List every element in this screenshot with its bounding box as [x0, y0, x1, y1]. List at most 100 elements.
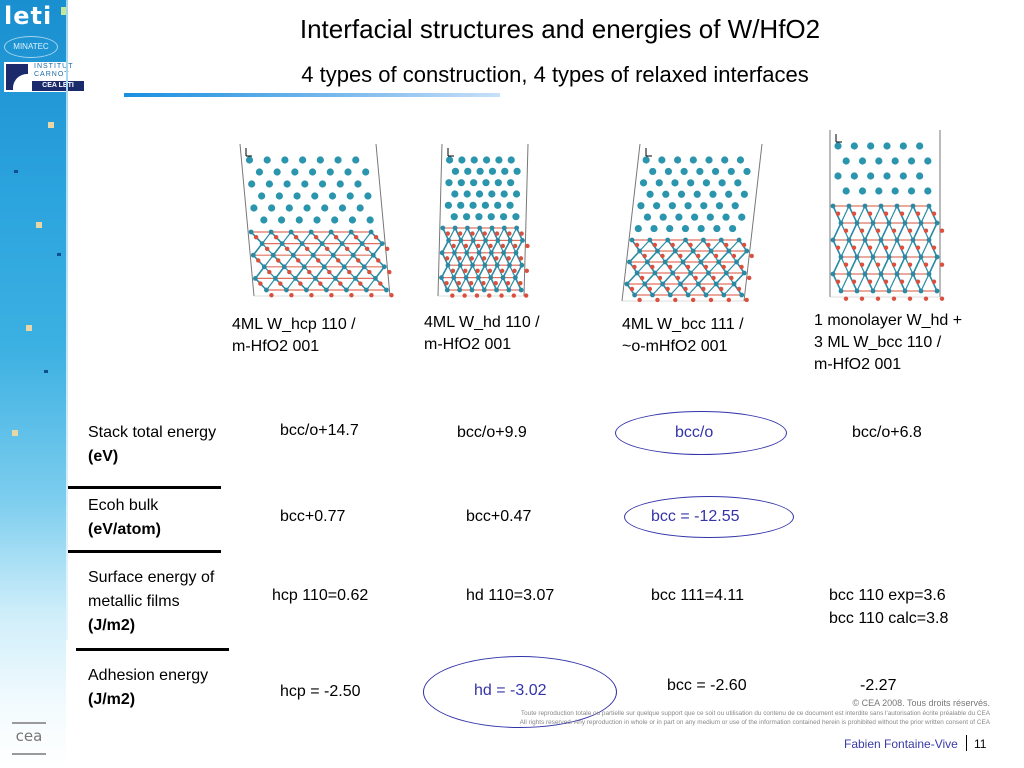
oxygen-atom: [713, 253, 719, 259]
hafnium-bond: [283, 254, 294, 268]
tungsten-atom: [673, 156, 682, 164]
tungsten-atom: [445, 179, 453, 187]
hafnium-bond: [856, 205, 866, 224]
cell-stack-hcp: bcc/o+14.7: [280, 422, 359, 439]
hafnium-bond: [652, 283, 664, 296]
tungsten-atom: [734, 179, 742, 187]
tungsten-atom: [689, 156, 697, 164]
hafnium-atom: [918, 220, 924, 226]
hafnium-bond: [628, 250, 641, 263]
hafnium-atom: [854, 254, 860, 260]
oxygen-atom: [500, 243, 506, 249]
oxygen-atom: [333, 235, 339, 240]
oxygen-atom: [507, 231, 512, 236]
oxygen-atom: [494, 256, 499, 261]
hafnium-atom: [364, 287, 369, 293]
oxygen-atom: [843, 228, 849, 233]
hafnium-atom: [384, 287, 389, 293]
highlight-ellipse: [423, 656, 617, 728]
oxygen-atom: [318, 281, 323, 286]
oxygen-atom: [487, 293, 492, 298]
hafnium-bond: [848, 256, 858, 275]
title-underline: [124, 93, 500, 97]
tungsten-atom: [691, 213, 699, 221]
hafnium-bond: [705, 283, 717, 296]
cell-boundary: [437, 143, 443, 297]
tungsten-atom: [248, 180, 256, 188]
page-number: 11: [974, 737, 987, 751]
oxygen-atom: [304, 246, 310, 252]
tungsten-atom: [899, 142, 907, 150]
tungsten-atom: [346, 192, 354, 200]
hafnium-atom: [279, 241, 285, 246]
oxygen-atom: [703, 264, 709, 270]
hafnium-atom: [501, 225, 507, 231]
hafnium-bond: [626, 272, 638, 285]
oxygen-atom: [367, 269, 372, 275]
structure-caption-hcp: 4ML W_hcp 110 / m-HfO2 001: [232, 314, 356, 358]
oxygen-atom: [923, 262, 929, 267]
tungsten-atom: [494, 179, 502, 187]
tungsten-atom: [275, 192, 283, 200]
oxygen-atom: [867, 279, 873, 284]
hafnium-atom: [290, 252, 296, 258]
tungsten-atom: [834, 172, 842, 180]
row-label-unit: (J/m2): [88, 691, 136, 708]
oxygen-atom: [650, 264, 655, 270]
cell-boundary: [621, 143, 641, 302]
hafnium-bond: [261, 231, 272, 244]
tungsten-atom: [725, 190, 733, 198]
cell-ecoh-hd: bcc+0.47: [466, 508, 532, 525]
oxygen-atom: [356, 258, 361, 263]
hafnium-atom: [312, 276, 318, 281]
oxygen-atom: [457, 256, 462, 261]
hafnium-atom: [444, 287, 450, 293]
hafnium-atom: [662, 259, 668, 265]
oxygen-atom: [474, 293, 480, 298]
tungsten-atom: [501, 167, 509, 175]
tungsten-atom: [655, 179, 663, 187]
oxygen-atom: [376, 258, 381, 263]
hafnium-atom: [688, 270, 694, 276]
cell-surface-bcc111: bcc 111=4.11: [651, 587, 744, 604]
carnot-text-1: INSTITUT: [34, 63, 74, 70]
cell-surface-bcc110-calc: bcc 110 calc=3.8: [829, 610, 949, 627]
hafnium-atom: [446, 238, 452, 243]
hafnium-bond: [888, 205, 898, 224]
oxygen-atom: [731, 253, 737, 259]
hafnium-atom: [902, 254, 908, 260]
tungsten-atom: [637, 202, 645, 210]
hafnium-bond: [710, 239, 722, 252]
hafnium-atom: [726, 248, 732, 254]
hafnium-bond: [920, 239, 930, 258]
cell-surface-bcc110-exp: bcc 110 exp=3.6: [829, 587, 946, 604]
oxygen-atom: [384, 246, 390, 252]
oxygen-atom: [450, 293, 455, 298]
oxygen-atom: [353, 235, 359, 240]
hafnium-bond: [301, 231, 312, 244]
oxygen-atom: [293, 235, 299, 240]
tungsten-atom: [321, 204, 329, 212]
hafnium-bond: [832, 256, 842, 275]
highlight-ellipse: [624, 496, 794, 538]
hafnium-atom: [910, 203, 916, 209]
oxygen-atom: [278, 281, 283, 286]
hafnium-bond: [281, 231, 292, 244]
tungsten-atom: [495, 156, 503, 164]
tungsten-atom: [711, 167, 720, 176]
oxygen-atom: [843, 296, 849, 301]
hafnium-bond: [265, 278, 276, 291]
sidebar-banner: leti MINATEC INSTITUT CARNOT CEA LETI: [0, 0, 86, 768]
tungsten-atom: [318, 180, 327, 188]
tungsten-atom: [295, 216, 303, 224]
oxygen-atom: [258, 281, 263, 286]
oxygen-atom: [701, 286, 706, 292]
hafnium-atom: [252, 276, 258, 281]
hafnium-atom: [350, 252, 356, 258]
tungsten-atom: [706, 213, 714, 221]
oxygen-atom: [907, 228, 913, 233]
oxygen-atom: [939, 262, 945, 267]
oxygen-atom: [267, 269, 272, 275]
hafnium-atom: [458, 238, 464, 243]
hafnium-atom: [698, 259, 704, 265]
